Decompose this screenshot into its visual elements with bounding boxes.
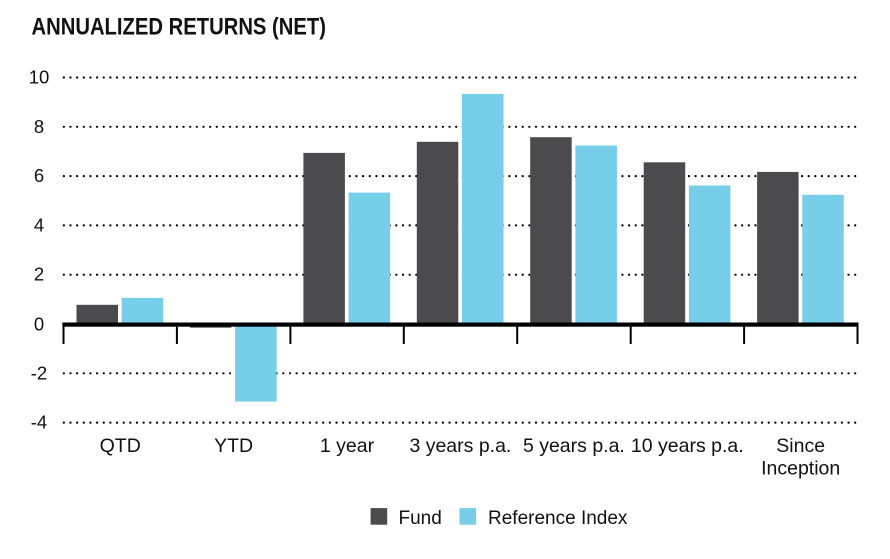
svg-text:1 year: 1 year (320, 435, 375, 457)
svg-text:Reference Index: Reference Index (488, 508, 628, 529)
svg-text:YTD: YTD (214, 435, 253, 457)
svg-text:2: 2 (34, 264, 44, 285)
svg-text:10: 10 (29, 67, 50, 88)
svg-text:3 years p.a.: 3 years p.a. (409, 435, 511, 457)
svg-text:5 years p.a.: 5 years p.a. (523, 435, 625, 457)
svg-text:6: 6 (34, 165, 44, 186)
svg-text:Fund: Fund (399, 508, 442, 529)
svg-text:ANNUALIZED RETURNS (NET): ANNUALIZED RETURNS (NET) (32, 13, 327, 40)
svg-text:QTD: QTD (100, 435, 141, 457)
svg-text:8: 8 (34, 116, 44, 137)
svg-text:-4: -4 (31, 412, 47, 433)
svg-text:Inception: Inception (761, 458, 840, 480)
svg-text:0: 0 (34, 314, 44, 335)
svg-text:10 years p.a.: 10 years p.a. (631, 435, 744, 457)
svg-text:Since: Since (776, 435, 825, 457)
svg-text:-2: -2 (31, 362, 47, 383)
svg-text:4: 4 (34, 214, 44, 235)
